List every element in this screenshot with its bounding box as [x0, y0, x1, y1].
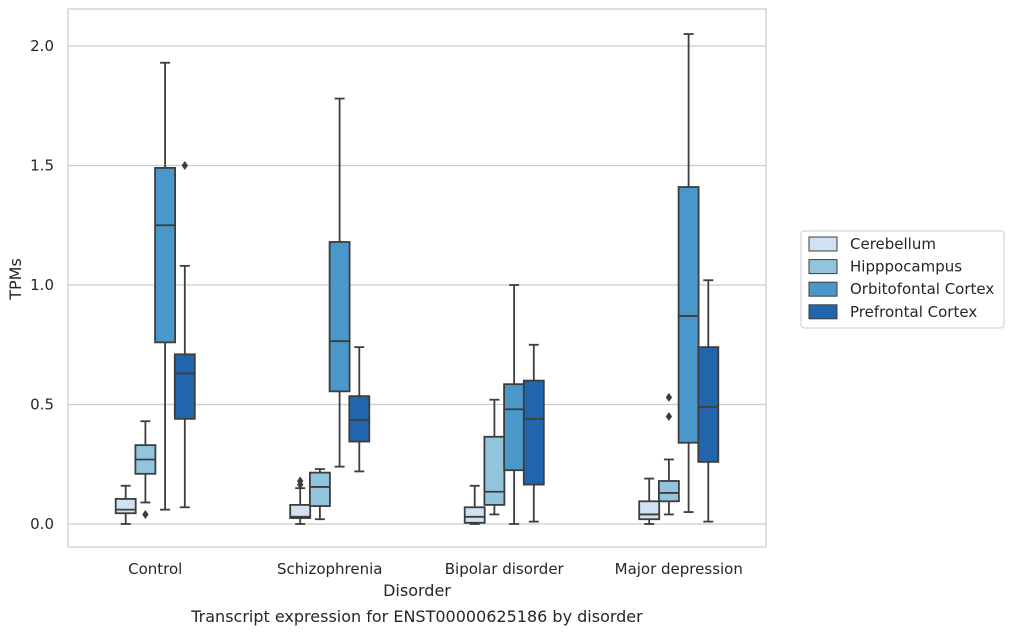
iqr-box [503, 383, 526, 472]
iqr-box [697, 346, 720, 463]
iqr-box [154, 166, 177, 344]
outlier-point [665, 392, 673, 402]
legend-swatch [808, 304, 838, 320]
iqr-box [522, 379, 545, 486]
x-tick-label: Bipolar disorder [445, 560, 565, 578]
legend-item: Cerebellum [808, 235, 936, 253]
legend: Cerebellum Hipppocampus Orbitofontal Corte… [800, 230, 1005, 329]
x-tick-labels: Control Schizophrenia Bipolar disorder Majo… [128, 560, 743, 578]
iqr-box [483, 435, 506, 506]
box-orbitofontal-cortex [677, 33, 700, 513]
iqr-box [638, 500, 661, 521]
outlier-point [665, 411, 673, 421]
legend-item: Orbitofontal Cortex [808, 280, 994, 298]
box-orbitofontal-cortex [154, 61, 177, 511]
iqr-box [677, 186, 700, 444]
box-hipppocampus [483, 398, 506, 516]
legend-item: Hipppocampus [808, 258, 962, 276]
iqr-box [114, 498, 137, 515]
legend-frame [800, 230, 1005, 329]
legend-label: Orbitofontal Cortex [850, 280, 994, 298]
y-tick-label: 0.5 [30, 396, 54, 414]
box-orbitofontal-cortex [328, 97, 351, 468]
boxes-layer [114, 33, 720, 525]
iqr-box [289, 503, 312, 519]
iqr-box [173, 353, 196, 420]
legend-swatch [808, 236, 838, 252]
legend-swatch [808, 281, 838, 297]
plot-area-frame [67, 8, 767, 548]
box-cerebellum [289, 476, 312, 525]
box-hipppocampus [658, 392, 680, 516]
x-tick-label: Schizophrenia [277, 560, 382, 578]
box-orbitofontal-cortex [503, 284, 526, 525]
box-prefrontal-cortex [348, 346, 371, 473]
x-tick-label: Control [128, 560, 182, 578]
y-tick-label: 2.0 [30, 37, 54, 55]
box-prefrontal-cortex [522, 343, 545, 523]
legend-label: Prefrontal Cortex [850, 303, 977, 321]
x-axis-label: Disorder [383, 581, 451, 600]
iqr-box [328, 241, 351, 393]
box-hipppocampus [134, 420, 157, 519]
box-cerebellum [463, 484, 486, 525]
y-tick-label: 1.0 [30, 276, 54, 294]
iqr-box [348, 395, 371, 443]
legend-swatch [808, 259, 838, 275]
y-axis-label: TPMs [6, 258, 25, 301]
box-cerebellum [638, 477, 661, 525]
y-tick-label: 1.5 [30, 157, 54, 175]
outlier-point [297, 476, 304, 486]
iqr-box [463, 506, 486, 524]
box-cerebellum [114, 484, 137, 525]
x-tick-label: Major depression [615, 560, 743, 578]
y-tick-label: 0.0 [30, 515, 54, 533]
chart-title: Transcript expression for ENST0000062518… [190, 607, 643, 626]
y-tick-labels: 0.0 0.5 1.0 1.5 2.0 [30, 37, 54, 533]
iqr-box [658, 480, 680, 503]
box-hipppocampus [308, 468, 331, 521]
outlier-point [181, 161, 188, 170]
legend-label: Cerebellum [850, 235, 936, 253]
box-prefrontal-cortex [173, 161, 196, 509]
box-prefrontal-cortex [697, 279, 720, 523]
outlier-point [142, 509, 149, 519]
iqr-box [308, 471, 331, 507]
legend-label: Hipppocampus [850, 258, 962, 276]
legend-item: Prefrontal Cortex [808, 303, 977, 321]
